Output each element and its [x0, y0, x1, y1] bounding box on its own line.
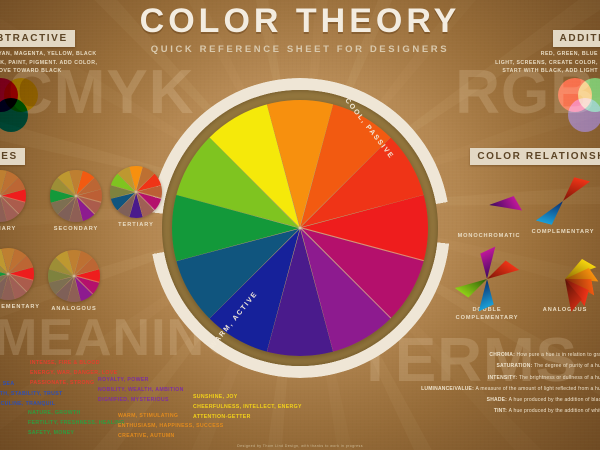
type-disc	[48, 250, 100, 302]
cmyk-venn-diagram	[0, 78, 40, 134]
credit-line: Designed by Thom Lind Design, with thank…	[237, 444, 363, 448]
relationship-figure	[457, 254, 517, 304]
relationship-monochromatic[interactable]: MONOCHROMATIC	[452, 180, 526, 240]
term-row: CHROMA: How pure a hue is in relation to…	[274, 350, 600, 361]
meaning-green: NATURE, GROWTH FERTILITY, FRESHNESS, HEAL…	[28, 410, 125, 437]
term-row: INTENSITY: The brightness or dullness of…	[274, 373, 600, 384]
meaning-orange: WARM, STIMULATING ENTHUSIASM, HAPPINESS, …	[118, 413, 224, 440]
term-name: LUMINANCE/VALUE:	[421, 385, 476, 392]
meaning-purple: ROYALTY, POWER NOBILITY, WEALTH, AMBITION…	[98, 377, 184, 404]
tab-types[interactable]: TYPES	[0, 148, 25, 165]
type-secondary[interactable]: SECONDARY	[50, 170, 102, 234]
meaning-blue: SKY, SEADEPTH, STABILITY, TRUSTMASCULINE…	[0, 381, 63, 408]
header: COLOR THEORY QUICK REFERENCE SHEET FOR D…	[0, 2, 600, 55]
relationship-wedge	[451, 264, 487, 300]
term-row: LUMINANCE/VALUE: A measure of the amount…	[274, 384, 600, 395]
tab-color-relationships[interactable]: COLOR RELATIONSHIPS	[470, 148, 600, 165]
page-title: COLOR THEORY	[139, 2, 461, 40]
relationship-label: DOUBLE COMPLEMENTARY	[455, 307, 519, 322]
relationship-figure	[535, 254, 595, 304]
type-disc	[110, 166, 162, 218]
tab-subtractive[interactable]: SUBTRACTIVE	[0, 30, 75, 47]
type-disc	[50, 170, 102, 222]
type-primary[interactable]: PRIMARY	[0, 170, 26, 234]
term-definition: The brightness or dullness of a hue	[518, 374, 600, 381]
term-name: SHADE:	[486, 397, 509, 403]
tab-additive[interactable]: ADDITIVE	[552, 30, 600, 47]
type-label: TERTIARY	[118, 222, 154, 228]
term-row: SATURATION: The degree of purity of a hu…	[274, 361, 600, 372]
relationship-complementary[interactable]: COMPLEMENTARY	[526, 176, 600, 236]
meaning-yellow: SUNSHINE, JOY CHEERFULNESS, INTELLECT, EN…	[193, 394, 302, 421]
relationship-wedge	[563, 176, 595, 208]
color-wheel[interactable]: COOL, PASSIVE WARM, ACTIVE	[150, 78, 450, 378]
term-definition: A hue produced by the addition of black	[508, 397, 600, 403]
relationship-label: MONOCHROMATIC	[457, 233, 521, 239]
relationship-label: ANALOGOUS	[542, 307, 588, 313]
subtractive-tagline: CYAN, MAGENTA, YELLOW, BLACK INK, PAINT, …	[0, 51, 98, 75]
term-definition: A measure of the amount of light reflect…	[475, 385, 600, 392]
term-definition: How pure a hue is in relation to gray	[516, 352, 600, 358]
type-analogous[interactable]: ANALOGOUS	[48, 250, 100, 314]
term-row: SHADE: A hue produced by the addition of…	[274, 395, 600, 406]
terms-list: CHROMA: How pure a hue is in relation to…	[274, 350, 600, 418]
term-name: SATURATION:	[496, 363, 534, 370]
relationship-label: COMPLEMENTARY	[531, 229, 595, 235]
relationship-wedge	[489, 192, 525, 228]
type-disc	[0, 170, 26, 222]
wheel-disc	[172, 100, 428, 356]
term-definition: The degree of purity of a hue	[533, 363, 600, 370]
relationship-figure	[533, 176, 593, 226]
term-name: TINT:	[493, 408, 509, 415]
ghost-word-cmyk: CMYK	[8, 58, 195, 127]
term-name: CHROMA:	[489, 352, 517, 358]
type-label: COMPLEMENTARY	[0, 304, 40, 310]
term-row: TINT: A hue produced by the addition of …	[274, 406, 600, 417]
additive-tagline: RED, GREEN, BLUE LIGHT, SCREENS, CREATE C…	[495, 51, 598, 75]
relationship-figure	[459, 180, 519, 230]
type-tertiary[interactable]: TERTIARY	[110, 166, 162, 230]
type-disc	[0, 248, 34, 300]
type-label: ANALOGOUS	[51, 306, 97, 312]
type-label: SECONDARY	[53, 226, 99, 232]
term-name: INTENSITY:	[487, 374, 519, 381]
type-complementary[interactable]: COMPLEMENTARY	[0, 248, 40, 312]
rgb-venn-diagram	[558, 78, 600, 134]
relationship-analogous[interactable]: ANALOGOUS	[528, 254, 600, 314]
term-definition: A hue produced by the addition of white	[508, 408, 600, 415]
relationship-wedge	[531, 194, 563, 226]
meaning-red: INTENSE, FIRE & BLOOD ENERGY, WAR, DANGER…	[30, 360, 118, 387]
type-label: PRIMARY	[0, 226, 17, 232]
relationship-double-complementary[interactable]: DOUBLE COMPLEMENTARY	[450, 254, 524, 322]
page-subtitle: QUICK REFERENCE SHEET FOR DESIGNERS	[150, 44, 450, 55]
relationship-wedge	[487, 258, 523, 294]
